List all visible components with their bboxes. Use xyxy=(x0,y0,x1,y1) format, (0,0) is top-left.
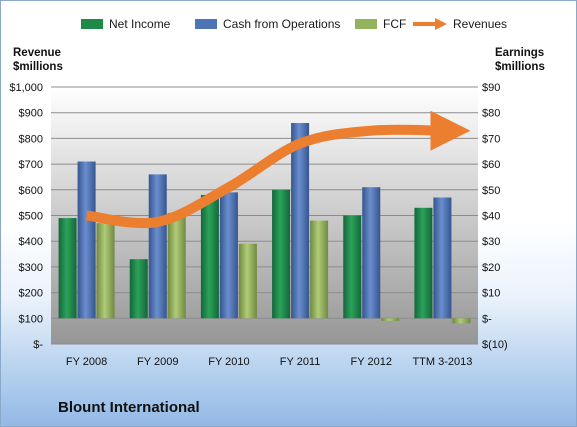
left-tick-label: $300 xyxy=(19,262,43,274)
left-axis-title: Revenue $millions xyxy=(13,46,63,74)
left-tick-label: $- xyxy=(33,339,43,351)
right-tick-label: $30 xyxy=(482,236,500,248)
cash-from-operations-bar xyxy=(219,192,238,319)
right-tick-label: $70 xyxy=(482,133,500,145)
legend-label-revenues: Revenues xyxy=(453,17,508,31)
legend-arrow-icon xyxy=(413,18,447,30)
legend-label-cash-from-operations: Cash from Operations xyxy=(223,17,341,31)
right-tick-label: $40 xyxy=(482,211,500,223)
left-tick-label: $1,000 xyxy=(9,82,43,94)
fcf-bar xyxy=(381,318,400,321)
category-label: FY 2010 xyxy=(208,356,249,368)
left-tick-label: $400 xyxy=(19,236,43,248)
net-income-bar xyxy=(129,259,148,319)
legend-label-net-income: Net Income xyxy=(109,17,171,31)
chart-plot: $- $100 $200 $300 $400 $500 $600 $700 $800 $900 $1… xyxy=(9,82,508,368)
left-tick-label: $600 xyxy=(19,185,43,197)
net-income-bar xyxy=(414,207,433,319)
left-tick-label: $100 xyxy=(19,313,43,325)
fcf-bar xyxy=(238,243,257,319)
category-label: FY 2012 xyxy=(351,356,392,368)
left-tick-label: $200 xyxy=(19,288,43,300)
category-label: FY 2008 xyxy=(66,356,107,368)
right-axis-title-line2: $millions xyxy=(495,61,545,73)
right-tick-label: $60 xyxy=(482,159,500,171)
legend-item-cash-from-operations: Cash from Operations xyxy=(195,11,340,37)
legend-item-net-income: Net Income xyxy=(81,11,170,37)
left-tick-label: $700 xyxy=(19,159,43,171)
right-axis-title: Earnings $millions xyxy=(495,46,545,74)
legend-label-fcf: FCF xyxy=(383,17,407,31)
legend-swatch-fcf xyxy=(355,19,377,29)
fcf-bar xyxy=(452,318,471,324)
fcf-bar xyxy=(310,220,329,319)
company-title: Blount International xyxy=(58,399,200,416)
revenues-line xyxy=(85,110,471,229)
net-income-bar xyxy=(200,194,219,319)
left-axis-title-line1: Revenue xyxy=(13,47,61,59)
legend-item-revenues: Revenues xyxy=(411,11,507,37)
net-income-bar xyxy=(58,218,77,319)
category-label: TTM 3-2013 xyxy=(412,356,472,368)
right-axis-title-line1: Earnings xyxy=(495,47,545,59)
fcf-bar xyxy=(96,223,115,319)
net-income-bar xyxy=(272,189,291,319)
net-income-bar xyxy=(343,215,362,319)
right-tick-label: $90 xyxy=(482,82,500,94)
cash-from-operations-bar xyxy=(77,161,96,319)
cash-from-operations-bar xyxy=(433,197,452,319)
right-tick-label: $- xyxy=(482,313,492,325)
right-tick-label: $50 xyxy=(482,185,500,197)
right-tick-label: $80 xyxy=(482,108,500,120)
fcf-bar xyxy=(167,212,186,319)
legend-swatch-net-income xyxy=(81,19,103,29)
left-tick-label: $900 xyxy=(19,108,43,120)
chart-legend: Net Income Cash from Operations FCF Reve… xyxy=(1,11,576,37)
cash-from-operations-bar xyxy=(291,122,310,319)
right-tick-label: $10 xyxy=(482,288,500,300)
left-axis-title-line2: $millions xyxy=(13,61,63,73)
legend-swatch-cash-from-operations xyxy=(195,19,217,29)
left-tick-label: $800 xyxy=(19,133,43,145)
legend-item-fcf: FCF xyxy=(355,11,406,37)
category-label: FY 2009 xyxy=(137,356,178,368)
cash-from-operations-bar xyxy=(148,174,167,319)
right-tick-label: $20 xyxy=(482,262,500,274)
left-tick-label: $500 xyxy=(19,211,43,223)
category-label: FY 2011 xyxy=(280,356,321,368)
right-tick-label: $(10) xyxy=(482,339,508,351)
cash-from-operations-bar xyxy=(362,187,381,319)
